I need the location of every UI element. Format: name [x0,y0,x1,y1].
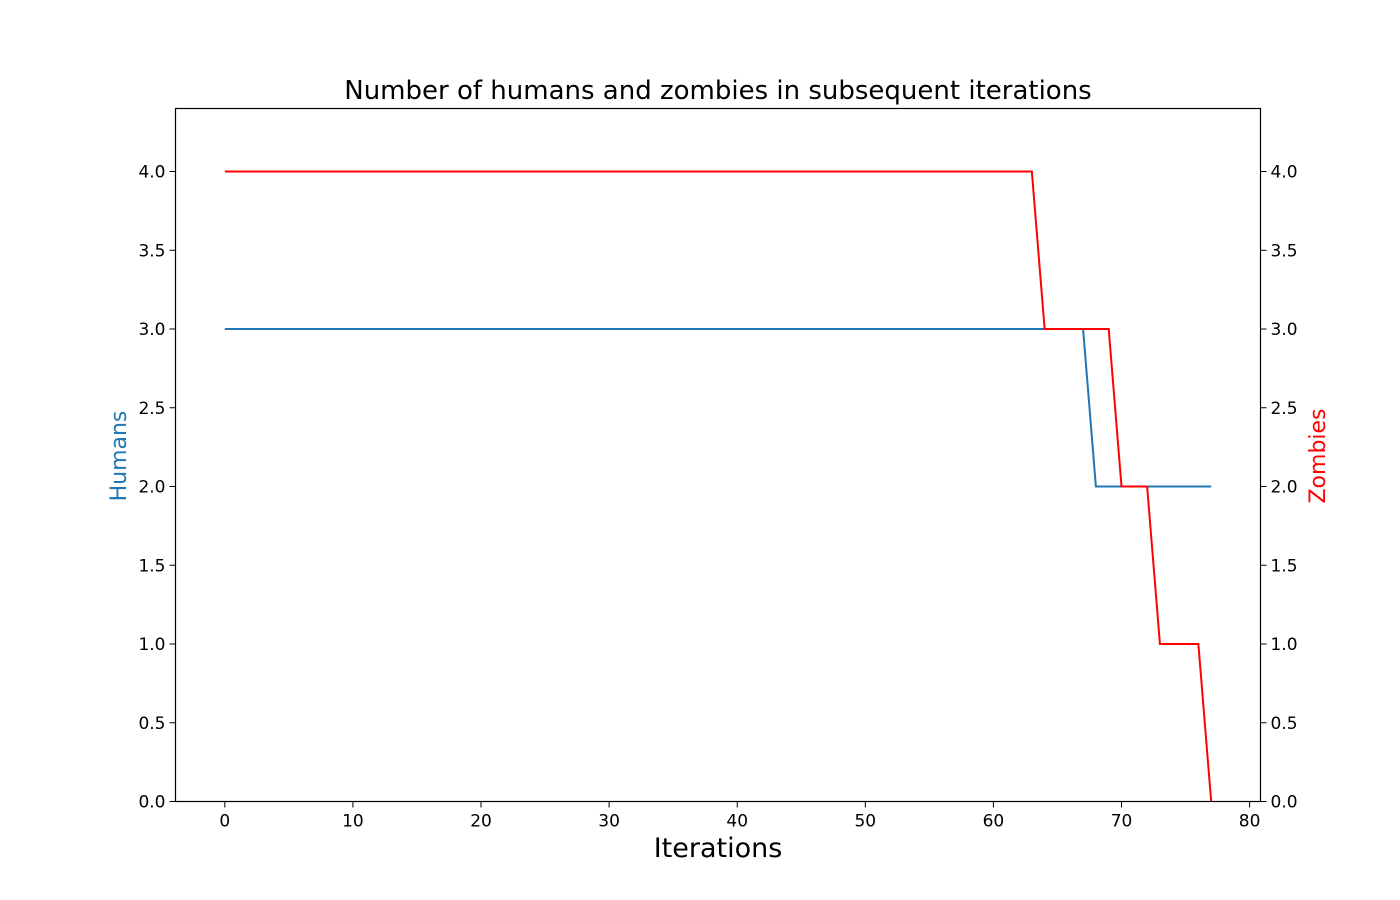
y-axis-label-right: Zombies [1306,408,1331,503]
y-tick-label-left: 1.0 [138,635,165,655]
x-tick-label: 70 [1111,812,1133,832]
y-tick-label-left: 1.5 [138,556,165,576]
x-tick-label: 10 [342,812,364,832]
plot-frame [174,107,1262,803]
series-layer [224,170,1213,802]
y-tick-label-left: 4.0 [138,163,165,183]
y-tick-label-right: 1.0 [1271,635,1298,655]
y-tick-label-left: 3.0 [138,320,165,340]
y-axis-left: 0.0 0.5 1.0 1.5 2.0 2.5 3.0 3.5 4.0 [138,163,176,813]
y-tick-label-right: 2.0 [1271,478,1298,498]
x-tick-label: 60 [983,812,1005,832]
x-tick-label: 20 [470,812,492,832]
x-tick-label: 30 [598,812,620,832]
y-tick-label-left: 0.5 [138,714,165,734]
y-tick-label-right: 0.5 [1271,714,1298,734]
y-axis-right: 0.0 0.5 1.0 1.5 2.0 2.5 3.0 3.5 4.0 [1260,163,1298,813]
y-axis-label-left: Humans [107,411,132,502]
x-tick-label: 40 [726,812,748,832]
chart-title: Number of humans and zombies in subseque… [344,76,1091,106]
y-tick-label-left: 3.5 [138,241,165,261]
y-tick-label-right: 1.5 [1271,556,1298,576]
y-tick-label-right: 3.0 [1271,320,1298,340]
y-tick-label-right: 0.0 [1271,793,1298,813]
y-tick-label-left: 0.0 [138,793,165,813]
x-tick-label: 0 [219,812,230,832]
x-tick-label: 50 [854,812,876,832]
y-tick-label-right: 4.0 [1271,163,1298,183]
x-tick-label: 80 [1239,812,1261,832]
x-axis-label: Iterations [654,833,783,864]
y-tick-label-right: 3.5 [1271,241,1298,261]
series-line-zombies [224,170,1213,802]
y-tick-label-left: 2.5 [138,399,165,419]
x-axis: 0 10 20 30 40 50 60 70 80 [219,801,1261,832]
series-line-humans [224,328,1212,488]
y-tick-label-left: 2.0 [138,478,165,498]
y-tick-label-right: 2.5 [1271,399,1298,419]
